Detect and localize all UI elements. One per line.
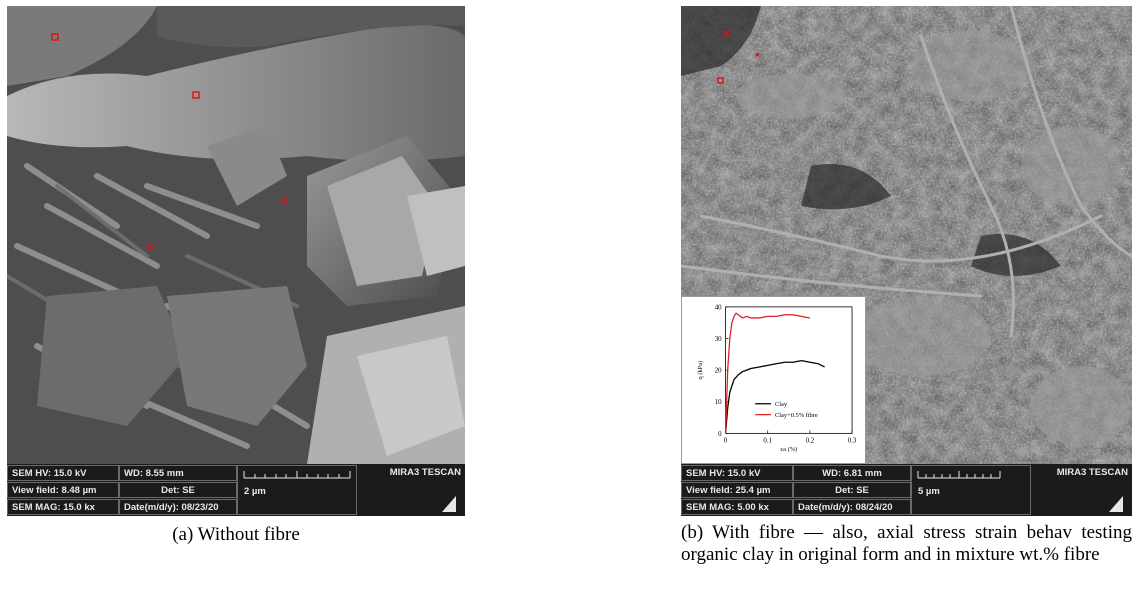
sem-micrograph-a: [7, 6, 465, 464]
detector-readout: Det: SE: [793, 482, 911, 498]
stress-strain-chart: 0 0.1 0.2 0.3 0 10 20 30 40 εa (%) q (kPa) Clay Cla…: [681, 296, 866, 464]
y-tick-label: 40: [715, 304, 722, 311]
series-line-clay-fibre: [724, 312, 811, 434]
x-tick-label: 0.2: [806, 437, 815, 444]
scale-bar: 5 µm: [911, 465, 1031, 515]
scale-label: 2 µm: [244, 486, 266, 497]
x-tick-label: 0.1: [763, 437, 772, 444]
sem-info-bar: SEM HV: 15.0 kV WD: 8.55 mm View field: …: [7, 464, 465, 516]
sem-image-with-fibre: 0 0.1 0.2 0.3 0 10 20 30 40 εa (%) q (kPa) Clay Cla…: [681, 6, 1132, 516]
chart-axes: 0 0.1 0.2 0.3 0 10 20 30 40 εa (%) q (kPa): [697, 304, 857, 453]
wd-readout: WD: 6.81 mm: [793, 465, 911, 481]
hv-readout: SEM HV: 15.0 kV: [7, 465, 119, 481]
caption-b: (b) With fibre — also, axial stress stra…: [681, 522, 1132, 565]
x-axis-label: εa (%): [780, 446, 797, 453]
caption-a: (a) Without fibre: [172, 524, 300, 545]
view-field-readout: View field: 8.48 µm: [7, 482, 119, 498]
view-field-readout: View field: 25.4 µm: [681, 482, 793, 498]
date-readout: Date(m/d/y): 08/24/20: [793, 499, 911, 515]
tescan-logo-icon: [442, 496, 456, 512]
sem-info-bar: SEM HV: 15.0 kV WD: 6.81 mm View field: …: [681, 464, 1132, 516]
brand-label: MIRA3 TESCAN: [1056, 467, 1128, 478]
y-tick-label: 10: [715, 399, 722, 406]
legend-label: Clay: [775, 401, 788, 408]
scale-bar: 2 µm: [237, 465, 357, 515]
date-readout: Date(m/d/y): 08/23/20: [119, 499, 237, 515]
y-tick-label: 30: [715, 336, 722, 343]
chart-series: [724, 312, 825, 434]
y-tick-label: 20: [715, 368, 722, 375]
scale-label: 5 µm: [918, 486, 940, 497]
series-line-clay: [724, 359, 825, 434]
detector-readout: Det: SE: [119, 482, 237, 498]
x-tick-label: 0.3: [848, 437, 857, 444]
y-tick-label: 0: [718, 431, 722, 438]
legend-label: Clay+0.5% fibre: [775, 412, 818, 419]
y-axis-label: q (kPa): [697, 361, 704, 380]
brand-label: MIRA3 TESCAN: [389, 467, 461, 478]
mag-readout: SEM MAG: 5.00 kx: [681, 499, 793, 515]
sem-image-without-fibre: SEM HV: 15.0 kV WD: 8.55 mm View field: …: [7, 6, 465, 516]
chart-legend: Clay Clay+0.5% fibre: [755, 401, 818, 419]
tescan-logo-icon: [1109, 496, 1123, 512]
x-tick-label: 0: [724, 437, 728, 444]
hv-readout: SEM HV: 15.0 kV: [681, 465, 793, 481]
wd-readout: WD: 8.55 mm: [119, 465, 237, 481]
mag-readout: SEM MAG: 15.0 kx: [7, 499, 119, 515]
